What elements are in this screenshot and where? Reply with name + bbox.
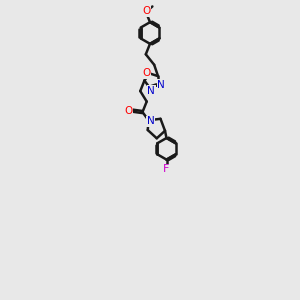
Text: O: O [124, 106, 133, 116]
Text: N: N [147, 116, 154, 126]
Text: F: F [163, 164, 170, 174]
Text: O: O [142, 6, 151, 16]
Text: N: N [147, 86, 155, 96]
Text: O: O [142, 68, 151, 78]
Text: N: N [158, 80, 165, 90]
